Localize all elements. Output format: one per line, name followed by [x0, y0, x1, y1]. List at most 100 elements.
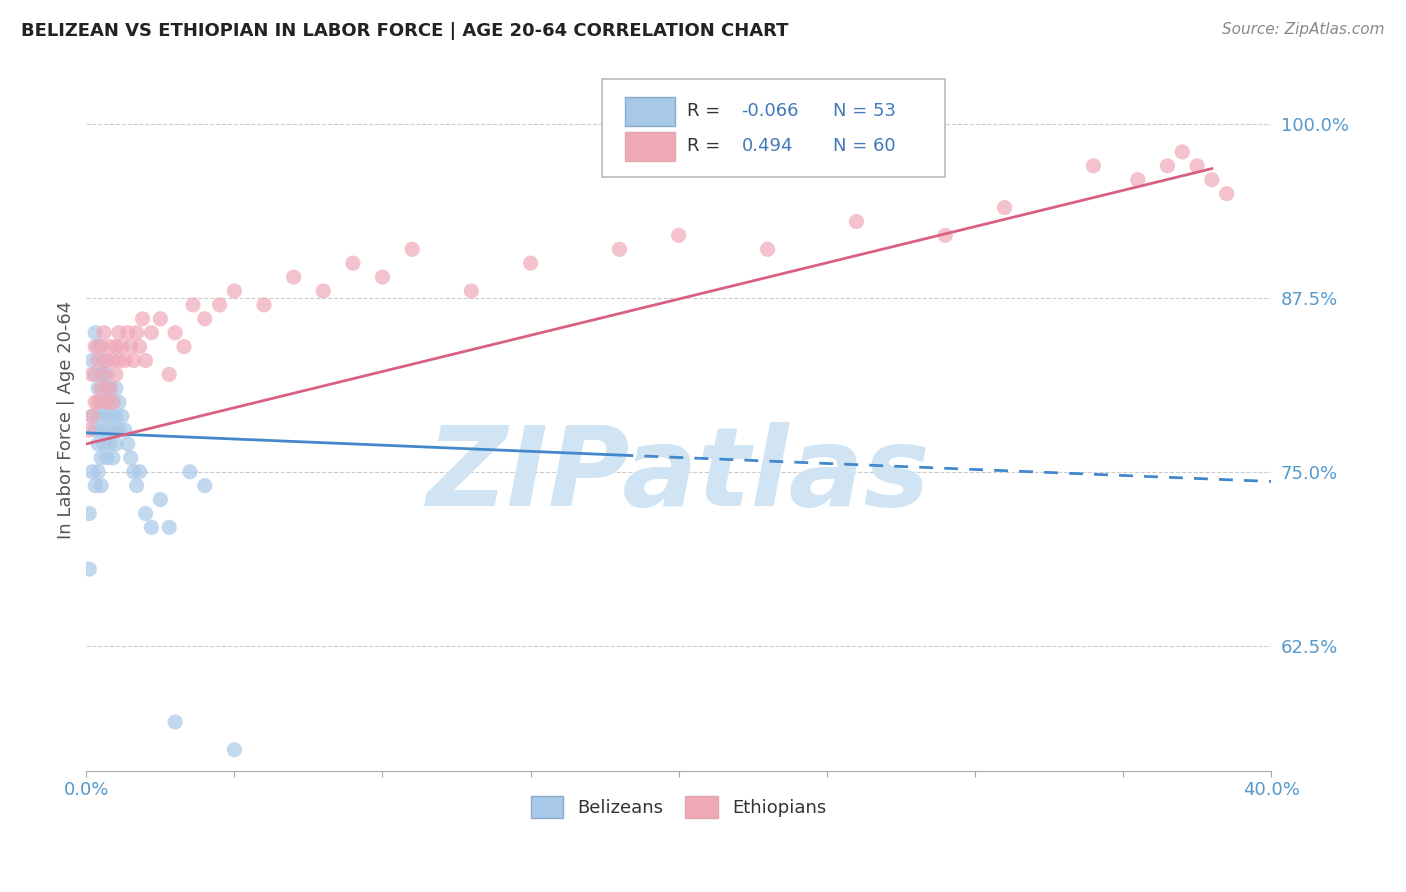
- Point: [173, 340, 195, 354]
- Point: [96, 395, 118, 409]
- Point: [194, 311, 217, 326]
- Text: 0.494: 0.494: [741, 137, 793, 155]
- Text: Source: ZipAtlas.com: Source: ZipAtlas.com: [1222, 22, 1385, 37]
- Point: [312, 284, 335, 298]
- Point: [96, 353, 118, 368]
- Point: [117, 437, 139, 451]
- Text: R =: R =: [688, 103, 725, 120]
- Point: [90, 478, 112, 492]
- Point: [90, 368, 112, 382]
- Point: [141, 520, 163, 534]
- Point: [122, 353, 145, 368]
- Point: [283, 270, 305, 285]
- Point: [131, 311, 153, 326]
- Point: [1215, 186, 1237, 201]
- Point: [84, 395, 107, 409]
- Point: [90, 423, 112, 437]
- Point: [87, 395, 110, 409]
- Point: [149, 311, 172, 326]
- Point: [609, 242, 631, 256]
- Point: [84, 478, 107, 492]
- Point: [194, 478, 217, 492]
- Point: [135, 353, 157, 368]
- Point: [114, 353, 136, 368]
- Point: [149, 492, 172, 507]
- Point: [90, 395, 112, 409]
- Point: [96, 395, 118, 409]
- Point: [82, 465, 104, 479]
- Point: [90, 450, 112, 465]
- Point: [84, 423, 107, 437]
- Point: [96, 450, 118, 465]
- Point: [1083, 159, 1105, 173]
- Point: [87, 437, 110, 451]
- Legend: Belizeans, Ethiopians: Belizeans, Ethiopians: [523, 789, 834, 825]
- Point: [845, 214, 868, 228]
- Point: [101, 395, 124, 409]
- FancyBboxPatch shape: [602, 79, 945, 178]
- Y-axis label: In Labor Force | Age 20-64: In Labor Force | Age 20-64: [58, 301, 75, 539]
- Point: [90, 340, 112, 354]
- Text: BELIZEAN VS ETHIOPIAN IN LABOR FORCE | AGE 20-64 CORRELATION CHART: BELIZEAN VS ETHIOPIAN IN LABOR FORCE | A…: [21, 22, 789, 40]
- Point: [668, 228, 690, 243]
- Point: [342, 256, 364, 270]
- Text: -0.066: -0.066: [741, 103, 799, 120]
- Point: [135, 507, 157, 521]
- Point: [82, 409, 104, 424]
- Point: [84, 368, 107, 382]
- Point: [87, 409, 110, 424]
- FancyBboxPatch shape: [626, 132, 675, 161]
- Point: [96, 423, 118, 437]
- Point: [87, 353, 110, 368]
- Point: [77, 507, 100, 521]
- Point: [120, 340, 142, 354]
- Point: [90, 381, 112, 395]
- Point: [157, 368, 180, 382]
- Text: N = 60: N = 60: [832, 137, 896, 155]
- Point: [93, 437, 115, 451]
- Point: [101, 395, 124, 409]
- Text: N = 53: N = 53: [832, 103, 896, 120]
- Point: [120, 450, 142, 465]
- Point: [108, 326, 131, 340]
- Point: [165, 326, 187, 340]
- FancyBboxPatch shape: [626, 96, 675, 126]
- Point: [125, 478, 148, 492]
- Point: [111, 409, 134, 424]
- Point: [208, 298, 231, 312]
- Point: [84, 340, 107, 354]
- Point: [122, 465, 145, 479]
- Point: [93, 326, 115, 340]
- Point: [108, 423, 131, 437]
- Point: [165, 714, 187, 729]
- Point: [104, 368, 127, 382]
- Point: [401, 242, 423, 256]
- Point: [84, 326, 107, 340]
- Point: [93, 368, 115, 382]
- Point: [371, 270, 394, 285]
- Point: [87, 340, 110, 354]
- Point: [157, 520, 180, 534]
- Text: ZIPatlas: ZIPatlas: [427, 422, 931, 529]
- Point: [101, 450, 124, 465]
- Point: [87, 465, 110, 479]
- Point: [1185, 159, 1208, 173]
- Point: [114, 423, 136, 437]
- Point: [128, 340, 150, 354]
- Point: [98, 437, 121, 451]
- Point: [141, 326, 163, 340]
- Point: [98, 381, 121, 395]
- Point: [179, 465, 201, 479]
- Point: [224, 743, 246, 757]
- Point: [1156, 159, 1178, 173]
- Point: [108, 395, 131, 409]
- Point: [128, 465, 150, 479]
- Point: [104, 437, 127, 451]
- Point: [519, 256, 541, 270]
- Point: [104, 409, 127, 424]
- Point: [77, 423, 100, 437]
- Point: [460, 284, 482, 298]
- Point: [101, 423, 124, 437]
- Point: [181, 298, 204, 312]
- Point: [117, 326, 139, 340]
